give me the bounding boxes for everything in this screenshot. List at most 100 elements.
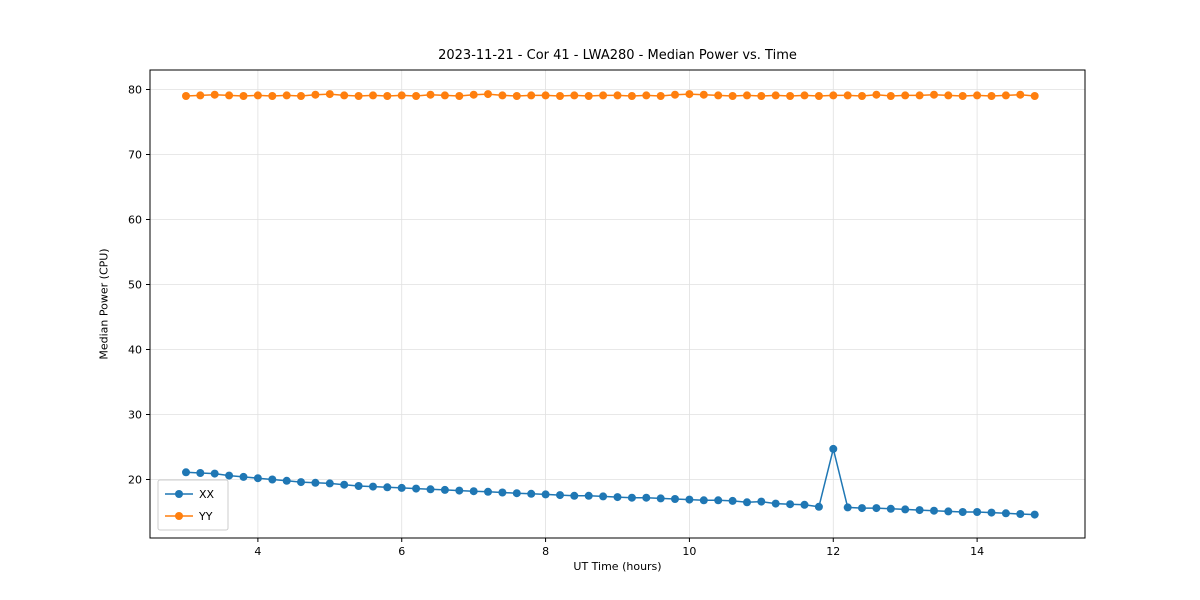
data-point-marker — [915, 91, 924, 100]
data-point-marker — [484, 90, 492, 99]
y-tick-label: 50 — [128, 279, 142, 292]
legend-box — [157, 479, 229, 531]
data-point-marker — [498, 488, 507, 497]
data-point-marker — [584, 491, 593, 500]
data-point-marker — [613, 493, 622, 502]
data-point-marker — [958, 92, 967, 100]
data-point-marker — [383, 92, 392, 100]
data-point-marker — [973, 508, 982, 516]
x-tick-label: 14 — [970, 545, 984, 558]
data-point-marker — [728, 496, 737, 505]
x-tick-label: 6 — [398, 545, 405, 558]
data-point-marker — [973, 91, 982, 100]
data-point-marker — [369, 482, 377, 491]
data-point-marker — [699, 496, 708, 505]
data-point-marker — [340, 480, 349, 489]
data-point-marker — [570, 491, 579, 500]
data-point-marker — [915, 506, 924, 515]
data-point-marker — [325, 479, 334, 488]
data-point-marker — [325, 90, 334, 99]
data-point-marker — [354, 92, 363, 100]
data-point-marker — [455, 92, 464, 100]
data-point-marker — [311, 90, 320, 99]
data-point-marker — [397, 483, 406, 492]
data-point-marker — [469, 487, 478, 496]
data-point-marker — [642, 493, 651, 502]
data-point-marker — [714, 91, 723, 100]
data-point-marker — [484, 487, 492, 496]
data-point-marker — [886, 92, 895, 100]
x-axis-label: UT Time (hours) — [573, 560, 662, 573]
series-xx — [182, 444, 1039, 519]
data-point-marker — [800, 91, 809, 100]
data-point-marker — [512, 489, 521, 498]
data-point-marker — [527, 91, 536, 100]
data-point-marker — [253, 474, 262, 483]
data-point-marker — [671, 495, 679, 503]
data-point-marker — [685, 495, 694, 504]
data-point-marker — [656, 92, 665, 100]
data-point-marker — [556, 491, 564, 500]
axes: 4 6 8 10 12 14 20 30 40 50 60 70 80 — [128, 69, 1086, 558]
data-point-marker — [397, 91, 406, 100]
data-point-marker — [469, 90, 478, 99]
data-point-marker — [1001, 91, 1010, 100]
data-point-marker — [627, 92, 636, 100]
data-point-marker — [930, 506, 938, 515]
y-tick-label: 70 — [128, 149, 142, 162]
data-point-marker — [901, 91, 910, 100]
data-point-marker — [541, 490, 550, 499]
legend-label: YY — [198, 510, 213, 523]
data-point-marker — [541, 91, 550, 100]
data-point-marker — [872, 504, 881, 513]
data-point-marker — [987, 92, 996, 100]
data-point-marker — [858, 504, 866, 513]
data-point-marker — [225, 91, 234, 100]
data-point-marker — [872, 90, 881, 99]
data-point-marker — [369, 91, 377, 100]
plot-frame — [149, 69, 1086, 539]
data-point-marker — [814, 502, 823, 511]
data-point-marker — [412, 484, 421, 493]
data-point-marker — [987, 508, 996, 517]
y-tick-label: 20 — [128, 474, 142, 487]
legend: XX YY — [157, 479, 229, 531]
data-point-marker — [440, 485, 449, 494]
series-yy — [182, 90, 1039, 100]
data-point-marker — [786, 92, 795, 100]
y-tick-label: 30 — [128, 409, 142, 422]
data-point-marker — [182, 468, 190, 477]
data-point-marker — [426, 485, 435, 494]
data-point-marker — [512, 92, 521, 100]
data-point-marker — [930, 90, 938, 99]
data-point-marker — [886, 504, 895, 513]
data-point-marker — [699, 90, 708, 99]
data-point-marker — [814, 92, 823, 100]
legend-marker — [175, 512, 183, 520]
data-point-marker — [210, 90, 219, 99]
data-point-marker — [570, 91, 579, 100]
data-point-marker — [757, 497, 766, 506]
data-point-marker — [599, 91, 608, 100]
x-tick-label: 4 — [254, 545, 261, 558]
data-point-marker — [340, 91, 349, 100]
data-point-marker — [685, 90, 694, 99]
data-point-marker — [800, 500, 809, 509]
data-point-marker — [642, 91, 651, 100]
data-point-marker — [944, 507, 953, 516]
data-point-marker — [225, 471, 234, 480]
data-point-marker — [613, 91, 622, 100]
data-point-marker — [412, 92, 421, 100]
data-point-marker — [239, 472, 248, 481]
data-point-marker — [1030, 92, 1039, 100]
x-tick-label: 12 — [826, 545, 840, 558]
data-point-marker — [728, 92, 737, 100]
data-point-marker — [1016, 510, 1025, 518]
data-point-marker — [757, 92, 766, 100]
data-point-marker — [599, 492, 608, 501]
data-point-marker — [268, 475, 277, 484]
data-point-marker — [671, 90, 679, 99]
data-point-marker — [426, 90, 435, 99]
